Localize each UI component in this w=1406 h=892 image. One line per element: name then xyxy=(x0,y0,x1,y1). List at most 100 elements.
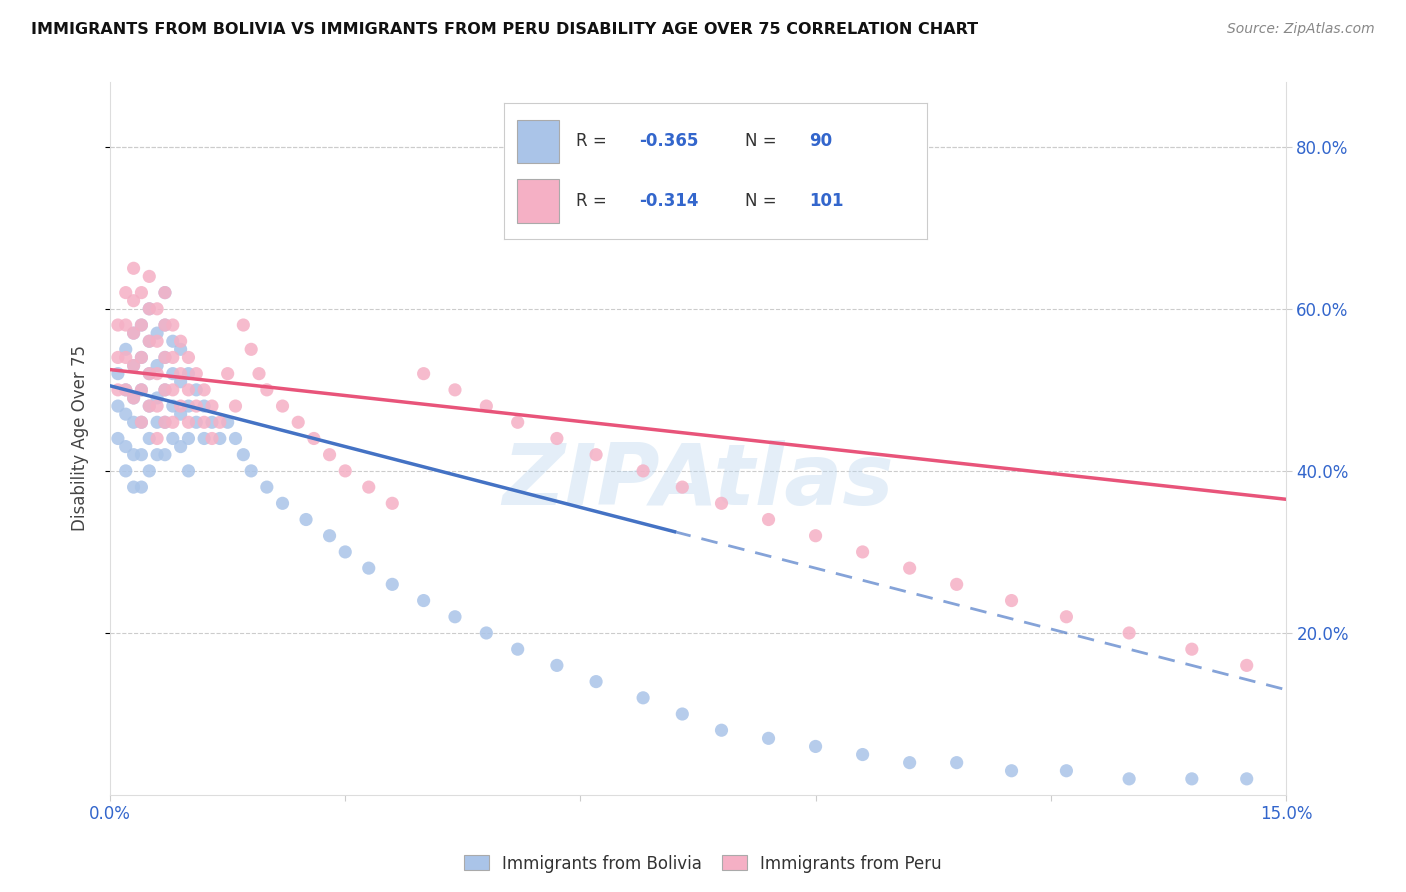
Text: IMMIGRANTS FROM BOLIVIA VS IMMIGRANTS FROM PERU DISABILITY AGE OVER 75 CORRELATI: IMMIGRANTS FROM BOLIVIA VS IMMIGRANTS FR… xyxy=(31,22,979,37)
Point xyxy=(506,415,529,429)
Point xyxy=(804,739,827,754)
Point xyxy=(169,375,191,389)
Point xyxy=(138,464,160,478)
Point xyxy=(287,415,309,429)
Point xyxy=(546,432,568,446)
Point xyxy=(138,301,160,316)
Point xyxy=(131,383,153,397)
Point xyxy=(1181,772,1204,786)
Point xyxy=(271,496,294,510)
Point xyxy=(381,577,404,591)
Point xyxy=(131,351,153,365)
Point xyxy=(177,399,200,413)
Text: ZIPAtlas: ZIPAtlas xyxy=(502,440,894,523)
Point xyxy=(162,432,184,446)
Point xyxy=(114,383,136,397)
Point xyxy=(131,480,153,494)
Point xyxy=(1337,772,1360,786)
Point xyxy=(631,464,654,478)
Point xyxy=(1000,764,1022,778)
Point xyxy=(153,351,176,365)
Point xyxy=(107,432,129,446)
Point xyxy=(146,391,169,405)
Point xyxy=(804,529,827,543)
Point xyxy=(201,432,224,446)
Point xyxy=(671,706,693,721)
Point xyxy=(131,318,153,332)
Point xyxy=(945,756,967,770)
Point xyxy=(475,626,498,640)
Point xyxy=(381,496,404,510)
Point xyxy=(169,399,191,413)
Text: Source: ZipAtlas.com: Source: ZipAtlas.com xyxy=(1227,22,1375,37)
Point xyxy=(107,351,129,365)
Point xyxy=(162,318,184,332)
Point xyxy=(169,334,191,349)
Point xyxy=(122,293,145,308)
Point xyxy=(169,343,191,357)
Point xyxy=(1181,642,1204,657)
Point xyxy=(208,432,231,446)
Point xyxy=(122,391,145,405)
Point xyxy=(153,318,176,332)
Point xyxy=(318,448,340,462)
Point xyxy=(710,496,733,510)
Point xyxy=(710,723,733,738)
Point xyxy=(1054,764,1077,778)
Point xyxy=(1236,772,1258,786)
Point xyxy=(335,464,357,478)
Point xyxy=(177,367,200,381)
Legend: Immigrants from Bolivia, Immigrants from Peru: Immigrants from Bolivia, Immigrants from… xyxy=(457,848,949,880)
Point xyxy=(114,351,136,365)
Point xyxy=(162,383,184,397)
Point xyxy=(146,432,169,446)
Point xyxy=(146,399,169,413)
Point xyxy=(138,399,160,413)
Point xyxy=(335,545,357,559)
Point xyxy=(153,351,176,365)
Point xyxy=(177,351,200,365)
Point xyxy=(444,383,467,397)
Point xyxy=(146,301,169,316)
Point xyxy=(153,415,176,429)
Point xyxy=(131,415,153,429)
Point xyxy=(146,326,169,340)
Point xyxy=(240,343,263,357)
Point xyxy=(585,674,607,689)
Point xyxy=(186,367,208,381)
Point xyxy=(114,464,136,478)
Point xyxy=(131,318,153,332)
Point xyxy=(318,529,340,543)
Point xyxy=(898,756,921,770)
Point xyxy=(945,577,967,591)
Point xyxy=(186,415,208,429)
Point xyxy=(177,464,200,478)
Point xyxy=(585,448,607,462)
Point xyxy=(162,334,184,349)
Point xyxy=(138,269,160,284)
Point xyxy=(1385,772,1406,786)
Point xyxy=(177,383,200,397)
Point xyxy=(1000,593,1022,607)
Point xyxy=(1291,772,1313,786)
Point xyxy=(357,561,380,575)
Point xyxy=(107,318,129,332)
Point xyxy=(1385,706,1406,721)
Point xyxy=(122,448,145,462)
Point xyxy=(631,690,654,705)
Point xyxy=(224,399,246,413)
Point xyxy=(122,391,145,405)
Point xyxy=(162,415,184,429)
Point xyxy=(240,464,263,478)
Point xyxy=(852,545,875,559)
Point xyxy=(1236,658,1258,673)
Point xyxy=(114,343,136,357)
Point xyxy=(153,285,176,300)
Point xyxy=(169,440,191,454)
Point xyxy=(131,285,153,300)
Point xyxy=(412,593,434,607)
Point xyxy=(122,415,145,429)
Point xyxy=(114,285,136,300)
Point xyxy=(177,432,200,446)
Point xyxy=(114,383,136,397)
